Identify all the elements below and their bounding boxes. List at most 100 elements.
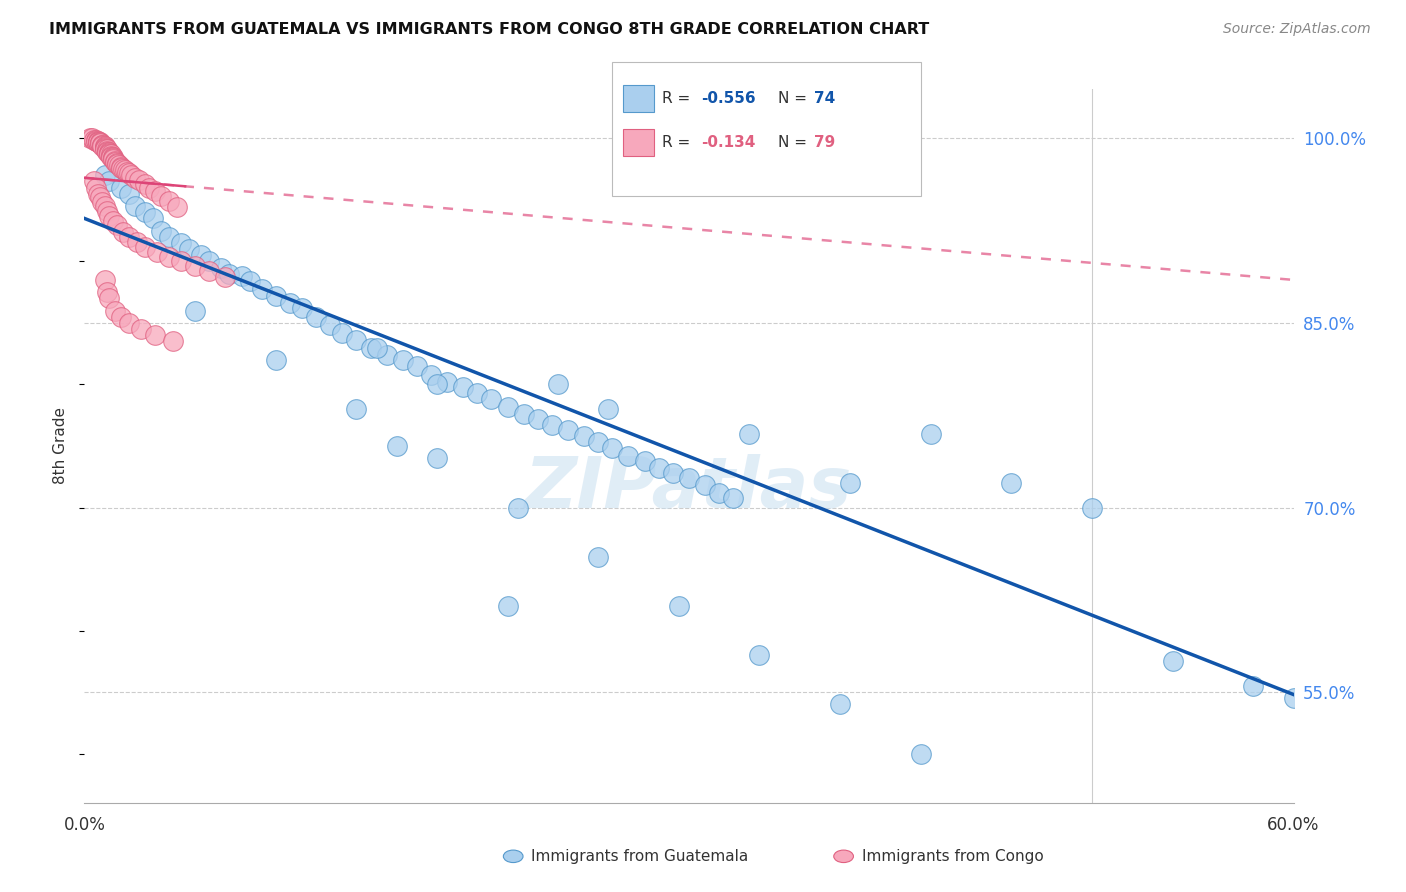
Point xyxy=(129,322,152,336)
Point xyxy=(693,478,716,492)
Point xyxy=(97,174,120,188)
Point xyxy=(128,173,150,187)
Point xyxy=(104,153,127,168)
Point xyxy=(264,352,287,367)
Point xyxy=(426,451,449,466)
Point xyxy=(91,195,114,210)
Point xyxy=(239,274,262,288)
Point xyxy=(93,169,115,183)
Text: N =: N = xyxy=(778,91,811,105)
Point xyxy=(86,134,108,148)
Point xyxy=(120,169,142,183)
Point xyxy=(97,147,120,161)
Point xyxy=(110,310,132,324)
Point xyxy=(124,199,146,213)
Point xyxy=(668,599,690,613)
Point xyxy=(391,352,413,367)
Point xyxy=(547,377,569,392)
Point xyxy=(264,289,287,303)
Point xyxy=(170,235,193,250)
Point xyxy=(1161,654,1184,668)
Point xyxy=(114,163,136,178)
Point xyxy=(96,285,118,300)
Text: Immigrants from Congo: Immigrants from Congo xyxy=(862,849,1043,863)
Point xyxy=(184,260,207,274)
Point xyxy=(451,380,474,394)
Point xyxy=(118,316,141,330)
Point xyxy=(142,211,165,226)
Point xyxy=(602,442,624,456)
Text: 79: 79 xyxy=(814,136,835,150)
Point xyxy=(426,377,449,392)
Point xyxy=(110,180,132,194)
Point xyxy=(93,141,115,155)
Point xyxy=(100,150,122,164)
Point xyxy=(436,375,458,389)
Point xyxy=(278,296,301,310)
Point xyxy=(89,136,111,151)
Point xyxy=(115,164,138,178)
Point xyxy=(1282,691,1305,706)
Point xyxy=(598,402,620,417)
Point xyxy=(101,214,124,228)
Point xyxy=(231,269,253,284)
Point xyxy=(149,189,172,203)
Point xyxy=(91,137,114,152)
Point xyxy=(1000,475,1022,490)
Point xyxy=(588,549,610,564)
Point xyxy=(830,698,852,712)
Point xyxy=(134,177,156,191)
Point xyxy=(97,145,120,159)
Point xyxy=(588,435,610,450)
Point xyxy=(1081,500,1104,515)
Text: IMMIGRANTS FROM GUATEMALA VS IMMIGRANTS FROM CONGO 8TH GRADE CORRELATION CHART: IMMIGRANTS FROM GUATEMALA VS IMMIGRANTS … xyxy=(49,22,929,37)
Point xyxy=(506,500,529,515)
Point xyxy=(79,131,101,145)
Point xyxy=(214,270,236,285)
Point xyxy=(110,160,132,174)
Point xyxy=(125,235,148,249)
Point xyxy=(101,151,124,165)
Point xyxy=(93,199,115,213)
Point xyxy=(97,291,120,305)
Point xyxy=(97,209,120,223)
Point xyxy=(86,133,108,147)
Point xyxy=(346,333,368,347)
Point xyxy=(1241,679,1264,693)
Point xyxy=(101,153,124,167)
Point xyxy=(124,170,146,185)
Point xyxy=(87,186,110,201)
Point xyxy=(118,230,141,244)
Point xyxy=(198,254,221,268)
Point xyxy=(83,174,105,188)
Point xyxy=(617,449,640,463)
Point xyxy=(179,242,201,256)
Text: R =: R = xyxy=(662,136,696,150)
Point xyxy=(143,328,166,343)
Point xyxy=(87,134,110,148)
Point xyxy=(100,148,122,162)
Text: 74: 74 xyxy=(814,91,835,105)
Y-axis label: 8th Grade: 8th Grade xyxy=(53,408,69,484)
Point xyxy=(105,218,128,232)
Point xyxy=(138,180,160,194)
Point xyxy=(118,186,141,201)
Point xyxy=(184,303,207,318)
Point xyxy=(385,439,408,453)
Point xyxy=(170,254,193,268)
Text: ZIPatlas: ZIPatlas xyxy=(526,454,852,524)
Point xyxy=(101,150,124,164)
Point xyxy=(218,267,240,281)
Point xyxy=(96,204,118,219)
Point xyxy=(100,147,122,161)
Point xyxy=(146,244,169,259)
Text: -0.556: -0.556 xyxy=(702,91,756,105)
Point xyxy=(157,230,180,244)
Point xyxy=(93,273,115,287)
Point xyxy=(527,412,550,426)
Point xyxy=(839,475,862,490)
Point xyxy=(82,131,104,145)
Point xyxy=(96,144,118,158)
Point xyxy=(920,426,942,441)
Point xyxy=(360,341,382,355)
